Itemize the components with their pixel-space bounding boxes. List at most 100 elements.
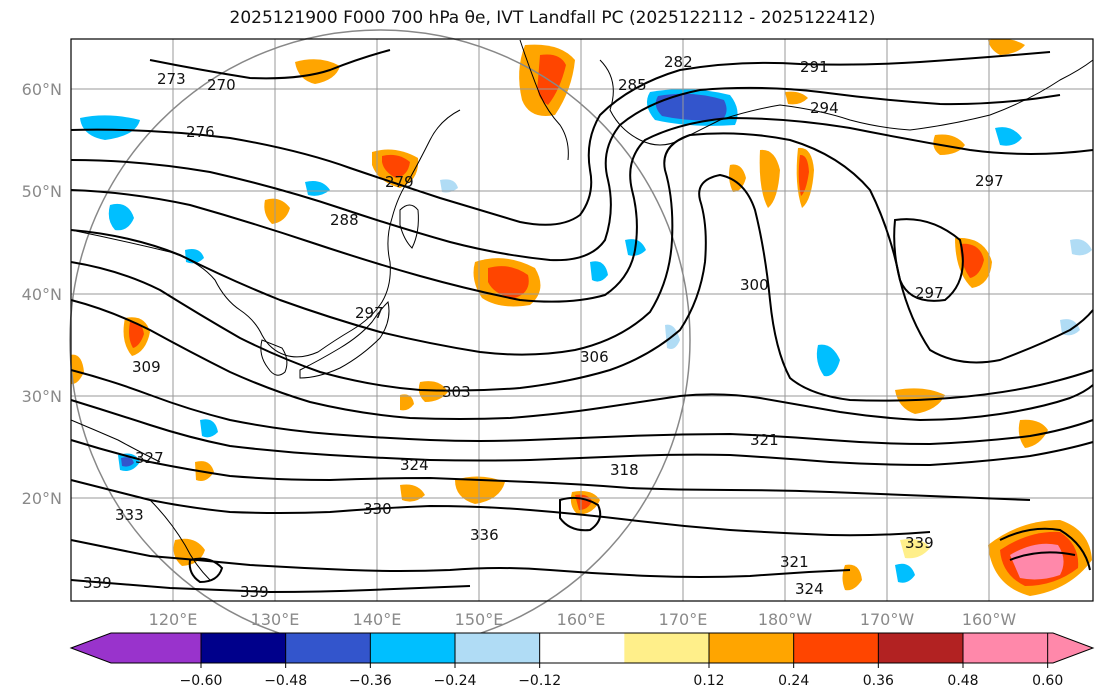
lon-tick-label: 170°W: [860, 610, 915, 629]
lon-tick-label: 180°W: [758, 610, 813, 629]
contour-line: [70, 173, 1094, 402]
contour-label: 273: [157, 70, 186, 88]
lon-tick-label: 140°E: [353, 610, 402, 629]
shade-patch-positive: [900, 539, 930, 559]
theta-e-contours: [70, 49, 1094, 594]
contour-line: [559, 496, 602, 532]
coastline-philippines: [149, 499, 211, 581]
shade-patch-negative: [995, 127, 1022, 146]
lon-tick-label: 120°E: [149, 610, 198, 629]
colorbar: −0.60 −0.48 −0.36 −0.24 −0.12 0.12 0.24 0.36 0.4…: [69, 632, 1095, 689]
contour-line: [70, 369, 1094, 446]
colorbar-tick-label: −0.12: [518, 673, 561, 689]
colorbar-tick-label: −0.24: [434, 673, 477, 689]
coastline-asia: [70, 109, 461, 358]
contour-label: 309: [132, 358, 161, 376]
contour-label: 339: [83, 574, 112, 592]
shade-patch-positive: [960, 243, 984, 278]
contour-labels: 270 273 276 279 282 285 288 291 294 297 …: [83, 53, 1004, 601]
lat-tick-label: 60°N: [22, 80, 62, 99]
lon-tick-label: 160°E: [557, 610, 606, 629]
coastline-kamchatka: [519, 39, 569, 161]
shade-patch-positive: [895, 388, 945, 414]
shade-patch-positive: [70, 354, 84, 385]
contour-label: 318: [610, 461, 639, 479]
colorbar-segment: [71, 633, 201, 663]
colorbar-segment: [709, 633, 795, 663]
shade-patch-negative: [200, 419, 218, 438]
contour-label: 294: [810, 99, 839, 117]
contour-line: [1009, 551, 1076, 561]
contour-line: [70, 479, 931, 537]
shade-patch-positive: [488, 266, 529, 298]
contour-label: 291: [800, 58, 829, 76]
coastline-japan: [299, 301, 390, 379]
lat-tick-label: 40°N: [22, 285, 62, 304]
shade-patch-positive: [729, 164, 746, 192]
contour-label: 297: [355, 304, 384, 322]
lon-tick-label: 130°E: [251, 610, 300, 629]
shade-patch-negative: [590, 261, 608, 282]
contour-line: [70, 299, 1094, 422]
coastlines: [70, 39, 1094, 581]
colorbar-segment: [624, 633, 710, 663]
contour-label: 300: [740, 276, 769, 294]
lat-tick-label: 30°N: [22, 387, 62, 406]
shade-patch-positive: [455, 476, 505, 504]
shade-patch-positive: [1018, 419, 1048, 448]
contour-line: [70, 86, 1061, 262]
coastline-korea: [260, 339, 288, 376]
shade-patch-negative: [121, 457, 134, 467]
shade-patch-positive: [382, 154, 410, 178]
colorbar-segment: [455, 633, 541, 663]
pc-shading: [70, 38, 1092, 596]
colorbar-tick-label: −0.48: [264, 673, 307, 689]
shade-patch-negative: [1070, 239, 1092, 256]
colorbar-outline: [69, 632, 1095, 664]
contour-label: 282: [664, 53, 693, 71]
shade-patch-positive: [785, 91, 808, 105]
contour-label: 324: [400, 456, 429, 474]
map-frame: [70, 38, 1094, 602]
contour-label: 324: [795, 580, 824, 598]
shade-patch-positive: [988, 38, 1025, 55]
colorbar-segment: [963, 633, 1093, 663]
colorbar-tick-label: 0.24: [778, 673, 809, 689]
colorbar-segment: [201, 633, 287, 663]
lon-tick-label: 150°E: [455, 610, 504, 629]
shade-patch-positive: [264, 198, 290, 224]
contour-line: [70, 399, 1094, 467]
contour-label: 297: [975, 172, 1004, 190]
shade-patch-negative: [80, 115, 140, 140]
coastline-alaska: [599, 59, 1094, 146]
contour-line: [70, 439, 1031, 501]
lon-tick-label: 160°W: [962, 610, 1017, 629]
contour-label: 279: [385, 173, 414, 191]
shade-patch-negative: [816, 344, 840, 377]
colorbar-tick-label: 0.60: [1032, 673, 1063, 689]
contour-label: 327: [135, 449, 164, 467]
shade-patch-negative: [655, 93, 727, 121]
contour-line: [70, 132, 1094, 364]
contour-line: [893, 218, 964, 302]
colorbar-tick-label: 0.12: [693, 673, 724, 689]
shade-patch-positive: [400, 484, 425, 502]
shade-patch-positive: [295, 59, 340, 84]
contour-label: 321: [780, 553, 809, 571]
shade-patch-positive: [129, 321, 144, 348]
contour-label: 270: [207, 76, 236, 94]
contour-label: 306: [580, 348, 609, 366]
contour-line: [149, 49, 391, 80]
lat-tick-label: 20°N: [22, 489, 62, 508]
contour-label: 333: [115, 506, 144, 524]
colorbar-segment: [285, 633, 371, 663]
contour-label: 339: [240, 583, 269, 601]
colorbar-tick-label: 0.36: [863, 673, 894, 689]
contour-line: [70, 51, 1051, 226]
contour-label: 330: [363, 500, 392, 518]
colorbar-segment: [539, 633, 625, 663]
lat-axis: 60°N 50°N 40°N 30°N 20°N: [22, 80, 62, 508]
contour-line: [188, 557, 224, 584]
colorbar-segment: [793, 633, 879, 663]
